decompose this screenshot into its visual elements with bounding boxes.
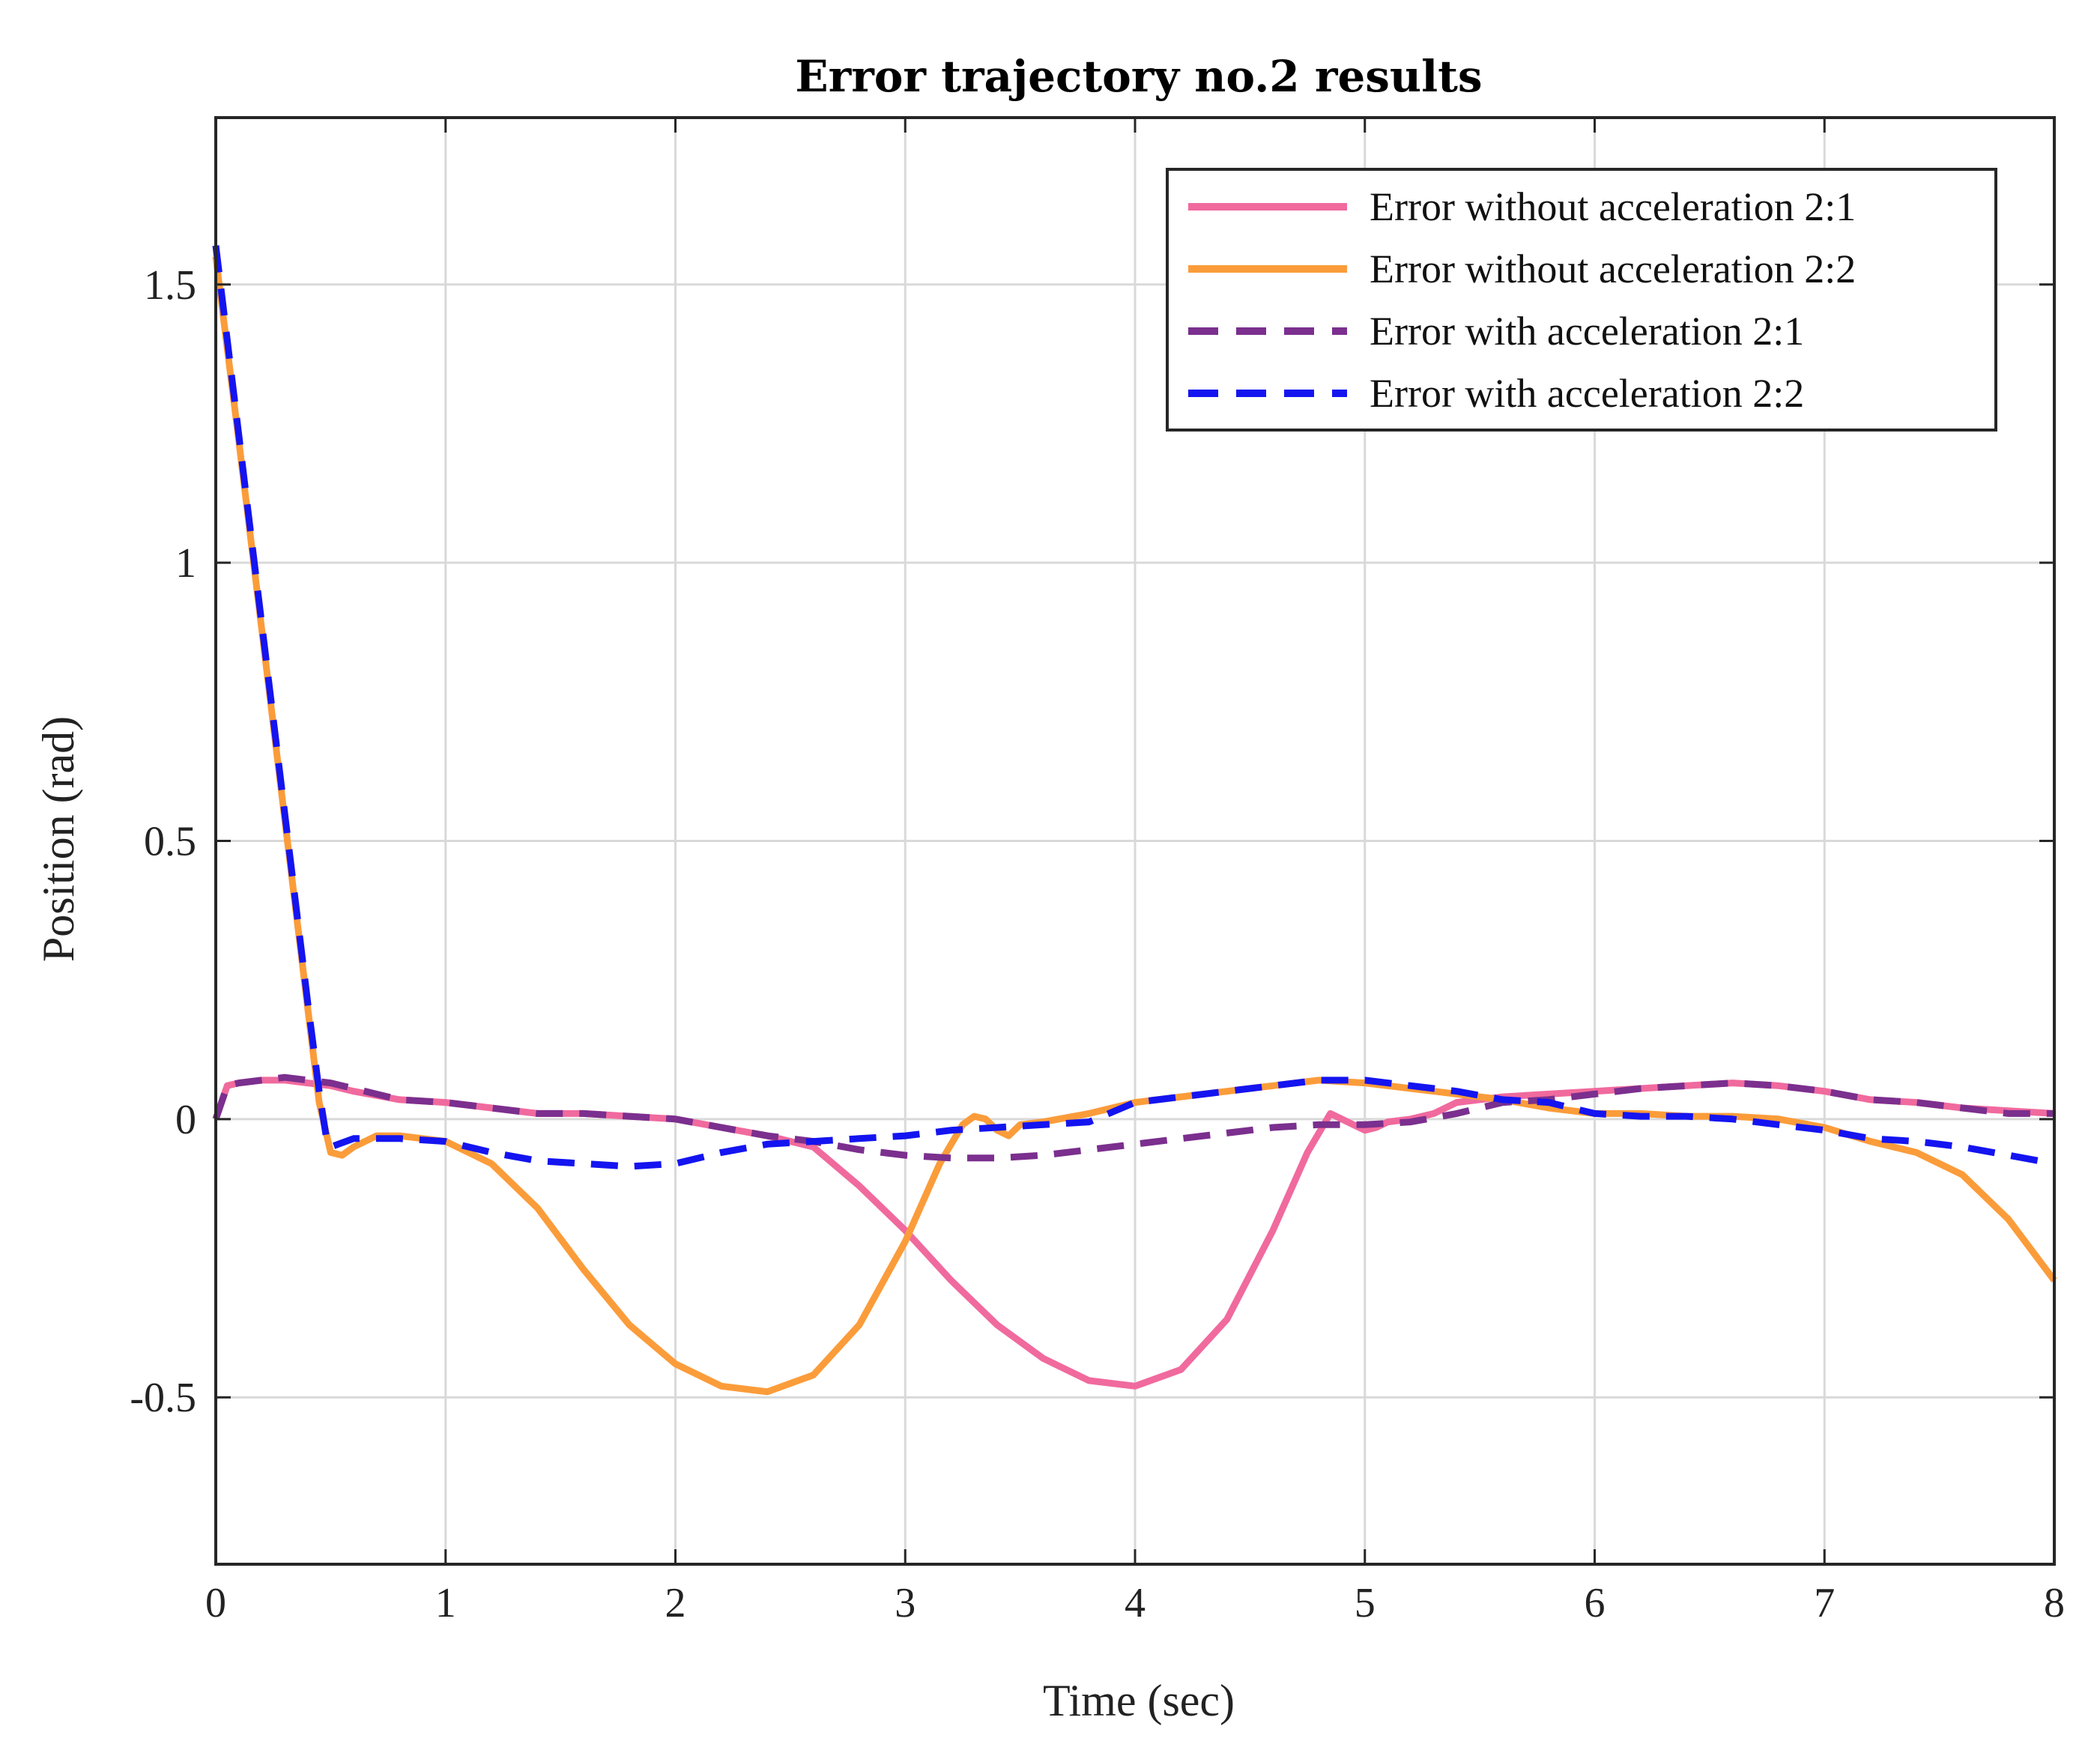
x-tick-label: 8	[2044, 1580, 2065, 1626]
x-tick-label: 6	[1585, 1580, 1606, 1626]
x-tick-label: 5	[1355, 1580, 1376, 1626]
legend: Error without acceleration 2:1 Error with…	[1166, 168, 1997, 432]
legend-box	[1166, 168, 1997, 432]
grid	[216, 118, 2054, 1564]
x-tick-label: 2	[665, 1580, 686, 1626]
y-tick-label: -0.5	[130, 1375, 196, 1421]
x-tick-label: 4	[1125, 1580, 1146, 1626]
chart-title: Error trajectory no.2 results	[795, 51, 1482, 102]
x-tick-label: 1	[435, 1580, 456, 1626]
y-tick-label: 0	[175, 1097, 196, 1143]
legend-label-4: Error with acceleration 2:2	[1370, 371, 1804, 416]
legend-label-3: Error with acceleration 2:1	[1370, 309, 1804, 354]
x-tick-label: 0	[205, 1580, 226, 1626]
y-tick-label: 1.5	[144, 262, 196, 309]
series-line-4	[212, 245, 2055, 1170]
series-line-3	[212, 1074, 2054, 1162]
y-tick-label: 1	[175, 540, 196, 587]
y-tick-label: 0.5	[144, 819, 196, 865]
x-tick-label: 3	[895, 1580, 916, 1626]
y-axis-label: Position (rad)	[34, 716, 83, 962]
x-axis-label: Time (sec)	[1043, 1676, 1235, 1725]
legend-label-2: Error without acceleration 2:2	[1370, 246, 1856, 291]
legend-label-1: Error without acceleration 2:1	[1370, 184, 1856, 229]
axis-ticks: 0 1 2 3 4 5 6 7 8 -0.5 0 0.5 1 1.5	[130, 118, 2065, 1626]
x-tick-label: 7	[1814, 1580, 1835, 1626]
series-lines	[212, 245, 2057, 1396]
